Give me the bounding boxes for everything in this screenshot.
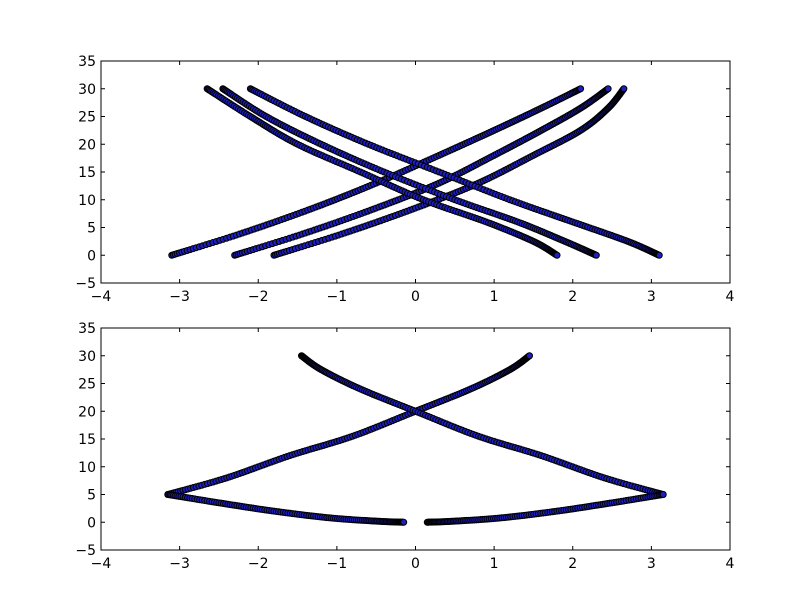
scatter-point: [554, 252, 560, 258]
x-tick-label: 4: [726, 289, 735, 305]
x-tick-label: 1: [490, 289, 499, 305]
scatter-point: [656, 252, 662, 258]
x-tick-label: 3: [647, 556, 656, 572]
x-tick-label: 2: [568, 556, 577, 572]
x-tick-label: 1: [490, 556, 499, 572]
scatter-point: [605, 86, 611, 92]
scatter-point: [401, 519, 407, 525]
x-tick-label: 0: [411, 556, 420, 572]
scatter-point: [660, 492, 666, 498]
y-tick-label: 15: [78, 165, 96, 181]
x-tick-label: −3: [169, 289, 190, 305]
y-tick-label: 30: [78, 82, 96, 98]
y-tick-label: 25: [78, 110, 96, 126]
y-tick-label: 0: [87, 248, 96, 264]
y-tick-label: 35: [78, 321, 96, 337]
y-tick-label: 5: [87, 221, 96, 237]
y-tick-label: −5: [75, 543, 96, 559]
x-tick-label: 4: [726, 556, 735, 572]
y-tick-label: 35: [78, 54, 96, 70]
x-tick-label: −1: [327, 556, 348, 572]
y-tick-label: 0: [87, 515, 96, 531]
x-tick-label: −3: [169, 556, 190, 572]
y-tick-label: 20: [78, 404, 96, 420]
y-tick-label: 30: [78, 349, 96, 365]
x-tick-label: −2: [248, 556, 269, 572]
y-tick-label: 15: [78, 432, 96, 448]
y-tick-label: 10: [78, 193, 96, 209]
scatter-point: [593, 252, 599, 258]
x-tick-label: 3: [647, 289, 656, 305]
x-tick-label: −1: [327, 289, 348, 305]
y-tick-label: 5: [87, 488, 96, 504]
y-tick-label: −5: [75, 276, 96, 292]
x-tick-label: 2: [568, 289, 577, 305]
y-tick-label: 10: [78, 460, 96, 476]
x-tick-label: 0: [411, 289, 420, 305]
bottom-plot-area: [101, 328, 730, 550]
scatter-point: [621, 86, 627, 92]
x-tick-label: −2: [248, 289, 269, 305]
scatter-point: [578, 86, 584, 92]
y-tick-label: 20: [78, 137, 96, 153]
scatter-point: [527, 353, 533, 359]
y-tick-label: 25: [78, 377, 96, 393]
